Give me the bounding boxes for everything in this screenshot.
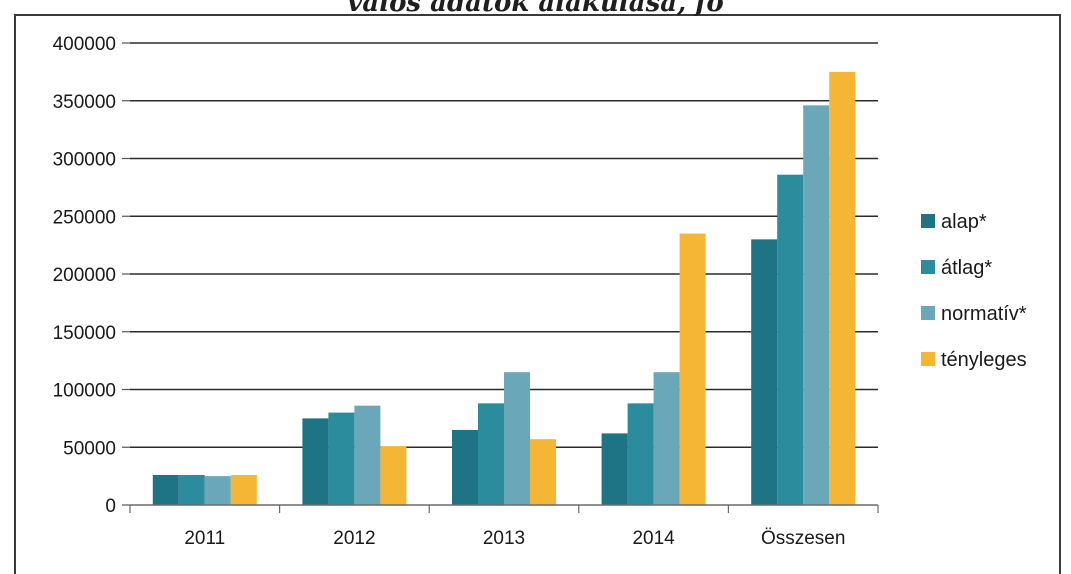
bar-tlag-0 [178, 474, 205, 505]
bar-tnyleges-0 [230, 474, 257, 505]
legend-swatch [921, 306, 935, 320]
legend: alap* átlag* normatív* tényleges [921, 211, 1027, 371]
bar-tnyleges-3 [679, 233, 706, 505]
x-tick-label: 2011 [184, 528, 225, 549]
bar-normatv-2 [504, 372, 530, 505]
bar-tnyleges-2 [530, 439, 556, 505]
y-tick-label: 200000 [53, 265, 116, 286]
chart-title: valós adatok alakulása, fő [347, 0, 724, 18]
legend-label: normatív* [941, 303, 1027, 325]
bar-alap-0 [152, 474, 179, 505]
bar-tlag-2 [478, 403, 504, 505]
y-tick-label: 350000 [53, 92, 116, 113]
x-tick-label: Összesen [761, 528, 845, 549]
x-tick-label: 2014 [632, 528, 675, 549]
bar-tnyleges-4 [829, 71, 856, 505]
y-axis-ticks: 0 50000 100000 150000 200000 250000 300000 3500… [53, 34, 130, 517]
y-tick-label: 250000 [53, 207, 116, 228]
y-tick-label: 300000 [53, 150, 116, 171]
bar-normatv-1 [354, 405, 381, 505]
y-tick-label: 100000 [53, 381, 116, 402]
x-tick-label: 2012 [333, 528, 375, 549]
legend-swatch [921, 352, 935, 366]
y-tick-label: 400000 [53, 34, 116, 55]
x-tick-label: 2013 [483, 528, 525, 549]
chart-frame [14, 14, 1061, 574]
bar-alap-1 [302, 418, 329, 505]
bar-alap-2 [452, 429, 478, 505]
bars [152, 71, 856, 506]
bar-alap-4 [751, 239, 778, 505]
legend-swatch [921, 214, 935, 228]
bar-normatv-0 [204, 476, 231, 505]
legend-swatch [921, 260, 935, 274]
legend-label: alap* [941, 211, 987, 233]
y-tick-label: 150000 [53, 323, 116, 344]
bar-alap-3 [601, 433, 628, 505]
bar-tnyleges-1 [380, 446, 407, 505]
bar-tlag-1 [328, 412, 355, 505]
legend-label: átlag* [941, 257, 992, 279]
bar-normatv-4 [803, 105, 830, 506]
x-axis: 2011 2012 2013 2014 Összesen [129, 504, 879, 549]
legend-label: tényleges [941, 349, 1027, 371]
bar-normatv-3 [653, 372, 680, 505]
bar-tlag-4 [777, 174, 804, 506]
bar-tlag-3 [627, 403, 654, 505]
y-tick-label: 0 [105, 496, 116, 517]
y-tick-label: 50000 [63, 438, 116, 459]
